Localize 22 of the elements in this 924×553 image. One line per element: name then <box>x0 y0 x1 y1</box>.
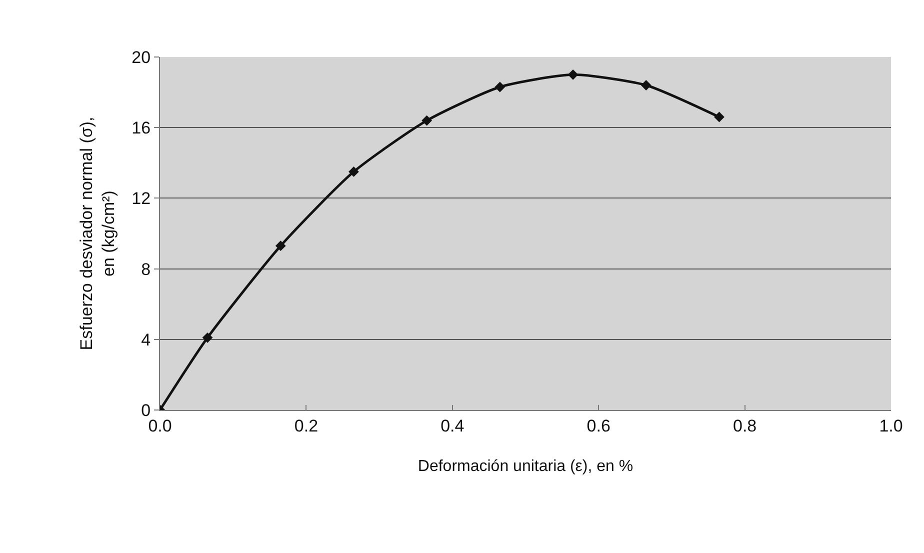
x-tick-label: 1.0 <box>879 416 903 436</box>
x-axis-title: Deformación unitaria (ε), en % <box>418 458 634 476</box>
x-tick-label: 0.2 <box>294 416 318 436</box>
x-tick-label: 0.0 <box>148 416 172 436</box>
point <box>348 166 359 177</box>
y-axis-title: Esfuerzo desviador normal (σ), en (kg/cm²) <box>77 116 118 350</box>
x-tick-label: 0.8 <box>732 416 757 436</box>
y-tick-label: 20 <box>132 48 151 67</box>
y-tick-label: 4 <box>141 330 151 350</box>
point <box>640 80 652 90</box>
y-tick-label: 8 <box>141 260 151 279</box>
point <box>568 69 578 80</box>
y-tick-label: 12 <box>132 189 151 208</box>
x-tick-label: 0.6 <box>586 416 610 436</box>
x-tick-label: 0.4 <box>440 416 464 436</box>
y-tick-label: 16 <box>132 118 151 138</box>
y-tick-label: 0 <box>141 400 151 420</box>
point <box>202 332 213 343</box>
point <box>422 115 432 126</box>
point <box>275 240 286 252</box>
point <box>714 112 724 122</box>
point <box>494 82 506 92</box>
